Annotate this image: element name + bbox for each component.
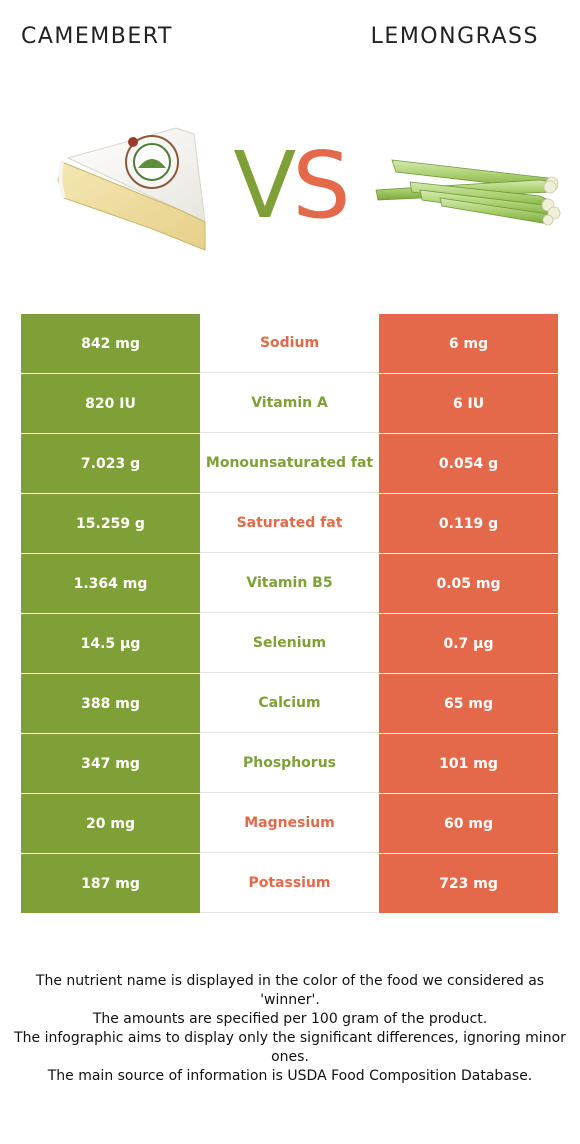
nutrient-name: Vitamin B5 (200, 554, 379, 613)
table-row: 14.5 µg Selenium 0.7 µg (21, 614, 558, 674)
table-row: 187 mg Potassium 723 mg (21, 854, 558, 914)
left-value: 20 mg (21, 794, 200, 853)
right-value: 60 mg (379, 794, 558, 853)
left-value: 15.259 g (21, 494, 200, 553)
nutrient-name: Sodium (200, 314, 379, 373)
left-value: 842 mg (21, 314, 200, 373)
nutrient-name: Calcium (200, 674, 379, 733)
nutrient-name: Potassium (200, 854, 379, 913)
left-value: 7.023 g (21, 434, 200, 493)
vs-v: V (233, 132, 296, 239)
vs-s: S (292, 132, 350, 239)
left-value: 187 mg (21, 854, 200, 913)
right-value: 101 mg (379, 734, 558, 793)
left-value: 820 IU (21, 374, 200, 433)
left-value: 14.5 µg (21, 614, 200, 673)
hero-images (0, 110, 580, 260)
right-value: 6 mg (379, 314, 558, 373)
right-value: 723 mg (379, 854, 558, 913)
table-row: 1.364 mg Vitamin B5 0.05 mg (21, 554, 558, 614)
nutrient-name: Magnesium (200, 794, 379, 853)
table-row: 347 mg Phosphorus 101 mg (21, 734, 558, 794)
right-value: 6 IU (379, 374, 558, 433)
footer-line: The nutrient name is displayed in the co… (35, 973, 545, 1008)
table-row: 7.023 g Monounsaturated fat 0.054 g (21, 434, 558, 494)
footer-line: The infographic aims to display only the… (14, 1030, 566, 1065)
left-food-title: CAMEMBERT (21, 24, 173, 49)
left-value: 347 mg (21, 734, 200, 793)
nutrient-name: Vitamin A (200, 374, 379, 433)
nutrient-name: Saturated fat (200, 494, 379, 553)
right-value: 0.05 mg (379, 554, 558, 613)
table-row: 842 mg Sodium 6 mg (21, 314, 558, 374)
left-value: 388 mg (21, 674, 200, 733)
right-food-title: LEMONGRASS (370, 24, 539, 49)
right-value: 0.7 µg (379, 614, 558, 673)
nutrient-name: Monounsaturated fat (200, 434, 379, 493)
right-value: 0.054 g (379, 434, 558, 493)
right-value: 0.119 g (379, 494, 558, 553)
footer-notes: The nutrient name is displayed in the co… (14, 972, 566, 1086)
vs-label: VS (222, 136, 358, 236)
left-value: 1.364 mg (21, 554, 200, 613)
table-row: 15.259 g Saturated fat 0.119 g (21, 494, 558, 554)
table-row: 20 mg Magnesium 60 mg (21, 794, 558, 854)
footer-line: The main source of information is USDA F… (47, 1068, 533, 1084)
camembert-image (57, 127, 206, 251)
footer-line: The amounts are specified per 100 gram o… (92, 1011, 488, 1027)
nutrient-name: Phosphorus (200, 734, 379, 793)
table-row: 388 mg Calcium 65 mg (21, 674, 558, 734)
nutrient-name: Selenium (200, 614, 379, 673)
right-value: 65 mg (379, 674, 558, 733)
lemongrass-image (375, 159, 561, 226)
